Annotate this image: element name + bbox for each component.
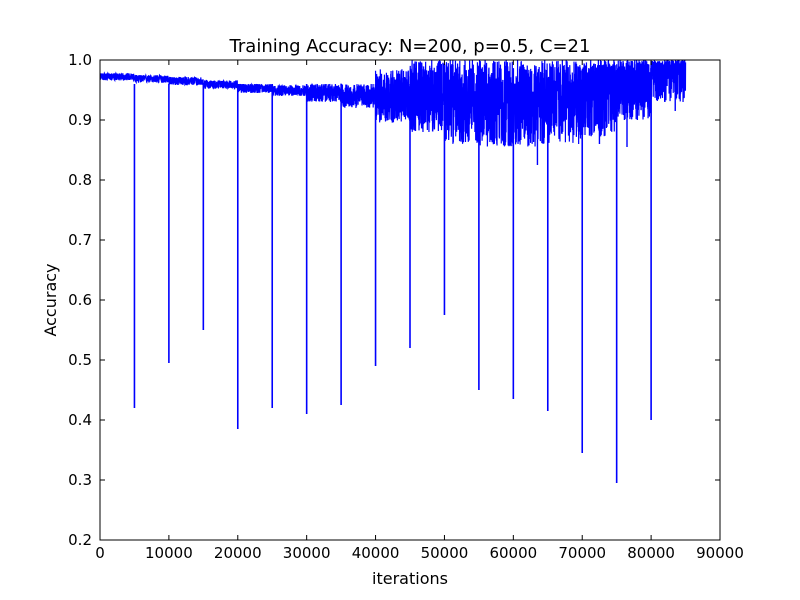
accuracy-series-segment: [650, 60, 687, 102]
x-tick-label: 50000: [421, 544, 469, 562]
accuracy-series-segment: [202, 78, 239, 91]
accuracy-series-segment: [271, 83, 308, 98]
plot-frame: [99, 59, 721, 541]
y-tick-label: 0.6: [68, 291, 92, 309]
x-axis-label: iterations: [372, 569, 448, 588]
accuracy-series-segment: [478, 60, 514, 147]
x-tick-label: 10000: [145, 544, 193, 562]
accuracy-series-segment: [133, 73, 170, 85]
accuracy-series-segment: [100, 71, 136, 83]
accuracy-series-segment: [340, 83, 377, 108]
accuracy-series-segment: [168, 75, 204, 87]
x-tick-label: 0: [95, 544, 105, 562]
accuracy-series-segment: [374, 69, 411, 123]
accuracy-series-segment: [306, 82, 342, 103]
x-tick-label: 30000: [283, 544, 331, 562]
x-tick-label: 80000: [627, 544, 675, 562]
y-tick-label: 0.5: [68, 351, 92, 369]
data-layer: [100, 60, 687, 483]
y-axis-label: Accuracy: [41, 263, 60, 336]
accuracy-series-segment: [547, 60, 583, 145]
ticks-layer: 0 10000 20000 30000 40000 50000 60000 70000 8000…: [68, 51, 744, 562]
accuracy-series-segment: [409, 60, 446, 132]
accuracy-series-segment: [512, 60, 549, 147]
x-tick-label: 40000: [352, 544, 400, 562]
y-tick-label: 0.2: [68, 531, 92, 549]
y-tick-label: 0.3: [68, 471, 92, 489]
x-tick-label: 90000: [696, 544, 744, 562]
y-tick-label: 0.9: [68, 111, 92, 129]
accuracy-series-segment: [443, 60, 480, 144]
y-tick-label: 0.7: [68, 231, 92, 249]
x-tick-label: 60000: [489, 544, 537, 562]
chart-title: Training Accuracy: N=200, p=0.5, C=21: [229, 36, 591, 57]
x-tick-label: 20000: [214, 544, 262, 562]
accuracy-series-segment: [237, 82, 273, 93]
accuracy-series-segment: [616, 60, 652, 120]
x-tick-label: 70000: [558, 544, 606, 562]
y-tick-label: 0.4: [68, 411, 92, 429]
y-tick-label: 0.8: [68, 171, 92, 189]
y-tick-label: 1.0: [68, 51, 92, 69]
accuracy-series-segment: [581, 60, 618, 137]
